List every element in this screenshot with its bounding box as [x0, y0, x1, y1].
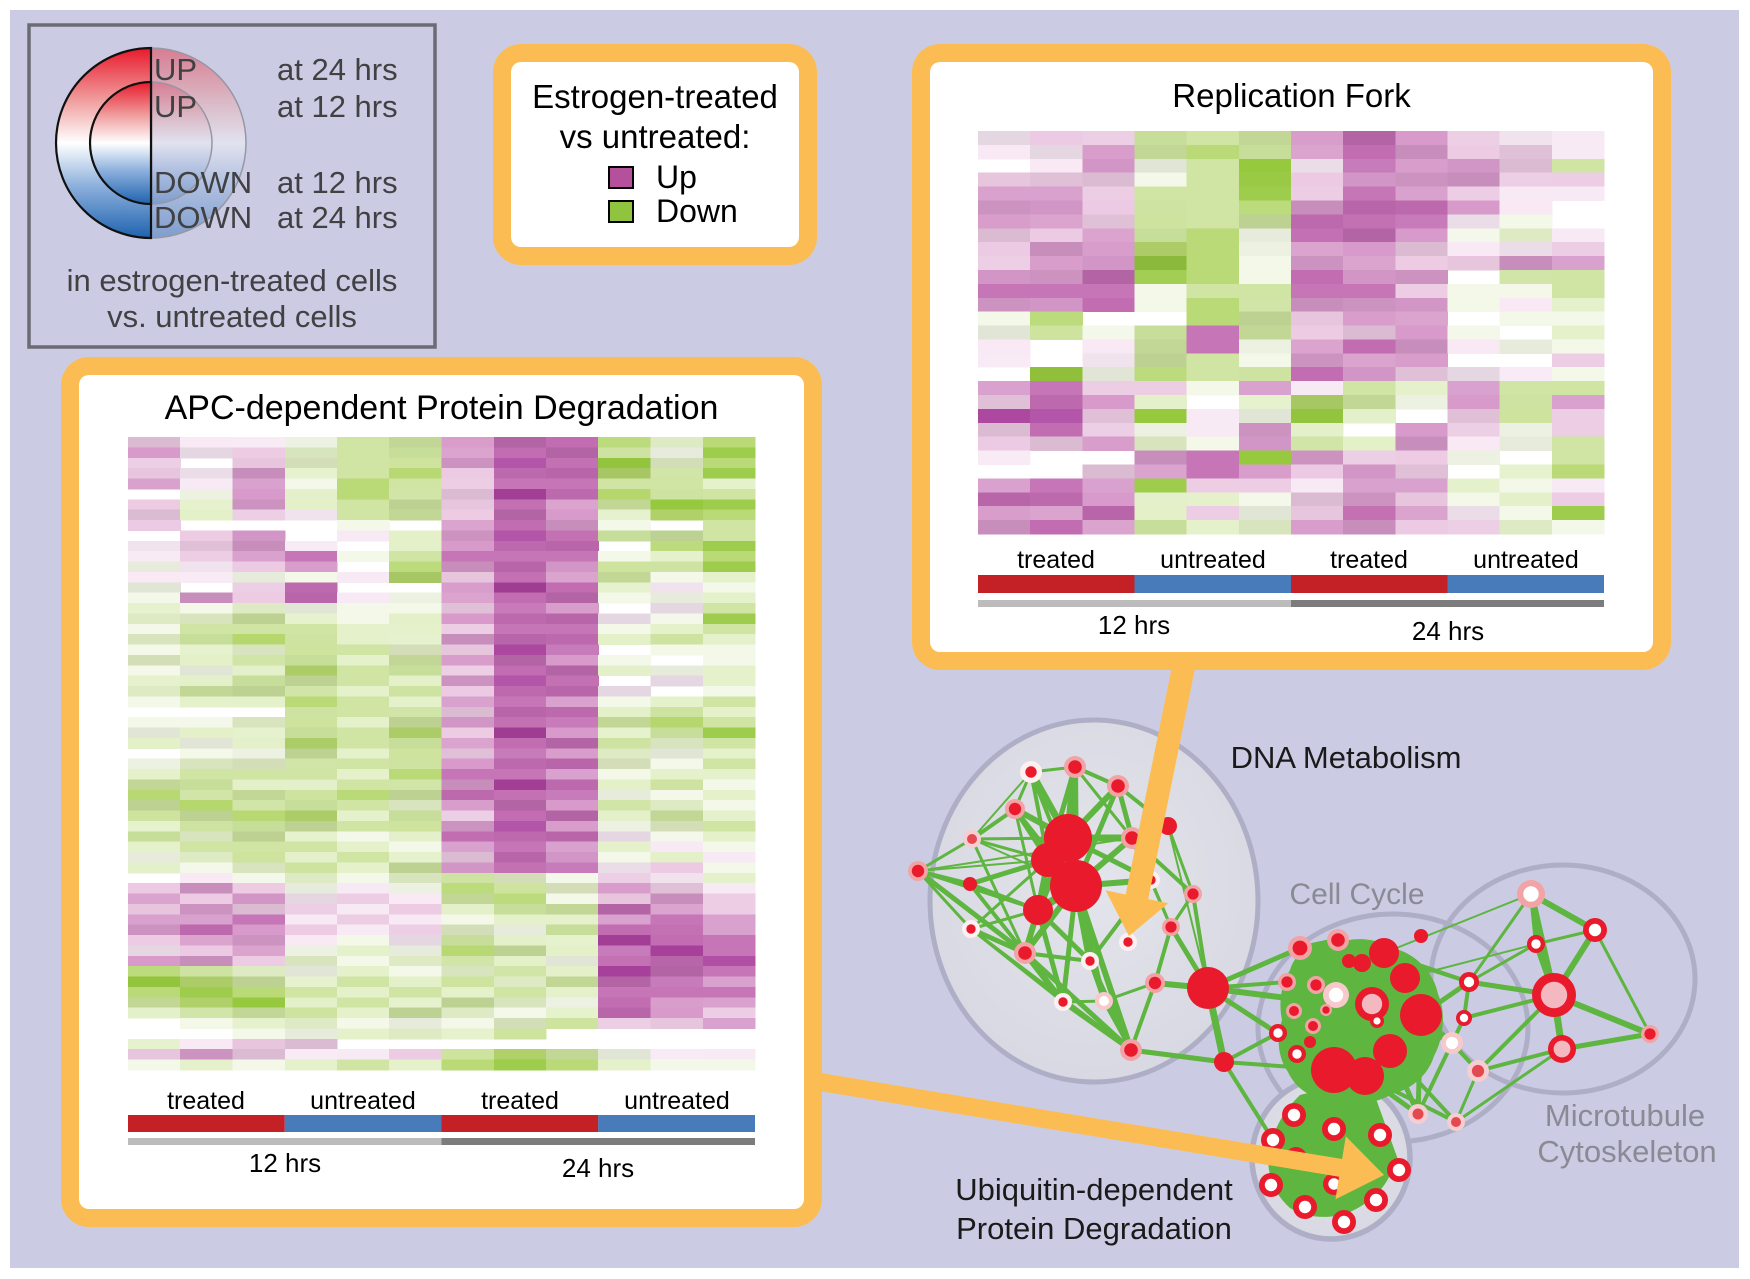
svg-text:Down: Down [656, 193, 738, 229]
svg-text:Replication Fork: Replication Fork [1172, 77, 1411, 114]
svg-text:untreated: untreated [310, 1087, 416, 1115]
svg-text:24 hrs: 24 hrs [1412, 616, 1484, 646]
svg-text:treated: treated [1017, 546, 1095, 574]
svg-text:UP: UP [154, 89, 197, 124]
svg-text:Microtubule: Microtubule [1545, 1098, 1705, 1133]
svg-text:UP: UP [154, 52, 197, 87]
svg-text:DOWN: DOWN [154, 165, 252, 200]
svg-text:vs untreated:: vs untreated: [560, 118, 751, 155]
svg-text:treated: treated [481, 1087, 559, 1115]
svg-text:treated: treated [167, 1087, 245, 1115]
svg-text:in estrogen-treated cells: in estrogen-treated cells [67, 263, 398, 298]
svg-text:Up: Up [656, 159, 697, 195]
svg-text:at 12 hrs: at 12 hrs [277, 165, 398, 200]
svg-text:Estrogen-treated: Estrogen-treated [532, 78, 778, 115]
svg-text:APC-dependent Protein Degradat: APC-dependent Protein Degradation [165, 389, 719, 427]
svg-text:untreated: untreated [624, 1087, 730, 1115]
svg-text:Cytoskeleton: Cytoskeleton [1537, 1134, 1716, 1169]
svg-text:at 24 hrs: at 24 hrs [277, 200, 398, 235]
svg-text:Protein Degradation: Protein Degradation [956, 1211, 1232, 1246]
svg-text:24 hrs: 24 hrs [562, 1153, 634, 1183]
svg-text:untreated: untreated [1473, 546, 1579, 574]
svg-text:12 hrs: 12 hrs [249, 1148, 321, 1178]
svg-text:vs. untreated cells: vs. untreated cells [107, 299, 357, 334]
svg-text:Cell Cycle: Cell Cycle [1289, 878, 1424, 911]
svg-text:12 hrs: 12 hrs [1098, 610, 1170, 640]
svg-text:at 12 hrs: at 12 hrs [277, 89, 398, 124]
svg-text:DOWN: DOWN [154, 200, 252, 235]
svg-text:untreated: untreated [1160, 546, 1266, 574]
svg-text:Ubiquitin-dependent: Ubiquitin-dependent [955, 1172, 1233, 1207]
svg-text:DNA Metabolism: DNA Metabolism [1231, 740, 1462, 775]
svg-text:at 24 hrs: at 24 hrs [277, 52, 398, 87]
svg-text:treated: treated [1330, 546, 1408, 574]
